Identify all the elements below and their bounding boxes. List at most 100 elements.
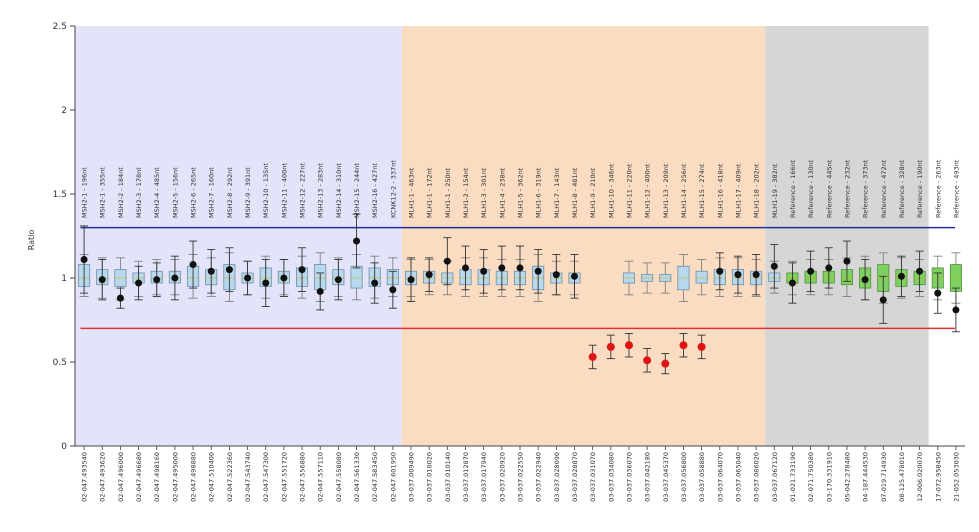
position-label: 03-037.065040 <box>734 452 742 502</box>
position-label: 03-037.010140 <box>444 452 452 502</box>
sample-marker <box>697 342 706 351</box>
sample-marker <box>570 272 578 280</box>
probe-label: MSH2-11 - 400nt <box>280 163 288 218</box>
probe-label: MSH2-12 - 227nt <box>299 163 307 218</box>
position-label: 02-047.557110 <box>317 452 325 502</box>
position-label: 03-037.067120 <box>771 452 779 502</box>
sample-marker <box>879 296 887 304</box>
y-tick-label: 2.5 <box>53 22 67 32</box>
probe-label: MLH1-2 - 154nt <box>462 167 470 218</box>
y-tick-label: 2 <box>61 106 67 116</box>
position-label: 03-170.331910 <box>825 452 833 502</box>
probe-label: MLH1-14 - 256nt <box>680 163 688 218</box>
probe-label: Reference - 445nt <box>825 159 833 218</box>
sample-point-28 <box>588 344 597 370</box>
sample-point-33 <box>679 332 688 358</box>
sample-marker <box>734 271 742 279</box>
sample-marker <box>516 264 524 272</box>
sample-marker <box>480 267 488 275</box>
sample-point-46 <box>915 250 924 292</box>
probe-label: MLH1-3 - 301nt <box>480 167 488 218</box>
sample-marker <box>316 287 324 295</box>
probe-label: MLH1-1 - 250nt <box>444 167 452 218</box>
sample-point-41 <box>824 247 833 289</box>
probe-label: MSH2-5 - 156nt <box>171 167 179 218</box>
sample-marker <box>588 352 597 361</box>
axes: 0 0.5 1 1.5 2 2.5 Ratio <box>27 22 965 452</box>
probe-label: MSH2-13 - 283nt <box>317 163 325 218</box>
sample-marker <box>462 264 470 272</box>
sample-marker <box>897 272 905 280</box>
position-label: 02-047.496000 <box>117 452 125 502</box>
probe-label: MSH2-9 - 391nt <box>244 167 252 218</box>
position-label: 02-047.551720 <box>280 452 288 502</box>
position-label: 03-037.042180 <box>644 452 652 502</box>
sample-point-30 <box>624 332 633 358</box>
sample-point-32 <box>661 353 670 375</box>
sample-marker <box>262 279 270 287</box>
sample-marker <box>661 359 670 368</box>
probe-label: MSH2-7 - 160nt <box>208 167 216 218</box>
position-label: 03-037.028870 <box>571 452 579 502</box>
position-label: 02-047.510400 <box>208 452 216 502</box>
sample-point-37 <box>752 254 761 296</box>
sample-marker <box>244 274 252 282</box>
probe-label: Reference - 493nt <box>952 159 960 218</box>
sample-point-35 <box>715 252 724 291</box>
sample-point-45 <box>897 255 906 297</box>
sample-point-29 <box>606 334 615 360</box>
sample-point-48 <box>951 287 960 333</box>
sample-marker <box>407 276 415 284</box>
sample-point-1 <box>98 259 107 301</box>
sample-point-21 <box>461 245 470 291</box>
sample-point-36 <box>733 255 742 294</box>
probe-label: MSH2-3 - 178nt <box>135 167 143 218</box>
position-label: 03-037.010020 <box>426 452 434 502</box>
sample-point-39 <box>788 262 797 304</box>
position-label: 03-037.009490 <box>408 452 416 502</box>
sample-marker <box>371 279 379 287</box>
position-label: 05-042.278480 <box>843 452 851 502</box>
sample-point-7 <box>207 248 216 294</box>
sample-marker <box>80 256 88 264</box>
sample-marker <box>425 271 433 279</box>
sample-point-31 <box>643 348 652 373</box>
probe-label: KCNK12-2 - 337nt <box>389 160 397 218</box>
sample-point-10 <box>261 259 270 308</box>
box-body <box>350 265 363 289</box>
position-label: 03-037.012870 <box>462 452 470 502</box>
probe-label: MLH1-1 - 463nt <box>408 167 416 218</box>
position-label: 04-187.444530 <box>862 452 870 502</box>
sample-marker <box>207 267 215 275</box>
probe-label: MSH2-1 - 196nt <box>81 167 89 218</box>
y-tick-label: 1 <box>61 274 67 284</box>
probe-label: MLH1-18 - 202nt <box>753 163 761 218</box>
probe-label: MSH2-15 - 244nt <box>353 163 361 218</box>
sample-point-18 <box>407 257 416 302</box>
position-label: 21-052.053030 <box>952 452 960 502</box>
sample-marker <box>189 261 197 269</box>
position-label: 02-047.498160 <box>153 452 161 502</box>
position-label: 02-047.601950 <box>389 452 397 502</box>
sample-point-38 <box>770 243 779 289</box>
threshold-lines <box>80 226 955 330</box>
position-label: 02-047.583450 <box>371 452 379 502</box>
sample-point-8 <box>225 247 234 292</box>
sample-marker <box>171 274 179 282</box>
position-label: 02-047.522360 <box>226 452 234 502</box>
position-label: 02-047.561330 <box>353 452 361 502</box>
probe-label: MSH2-10 - 135nt <box>262 163 270 218</box>
position-label: 02-047.493620 <box>99 452 107 502</box>
sample-point-24 <box>516 245 524 291</box>
sample-point-34 <box>697 334 706 360</box>
sample-point-13 <box>316 272 325 311</box>
probe-label: MSH2-8 - 292nt <box>226 167 234 218</box>
region-2 <box>765 26 929 446</box>
sample-marker <box>843 257 851 265</box>
sample-point-14 <box>334 259 343 301</box>
sample-point-2 <box>116 287 125 309</box>
sample-marker <box>353 237 361 245</box>
sample-marker <box>606 342 615 351</box>
probe-label: MLH1-11 - 220nt <box>625 163 633 218</box>
reference-box-33 <box>677 254 690 302</box>
